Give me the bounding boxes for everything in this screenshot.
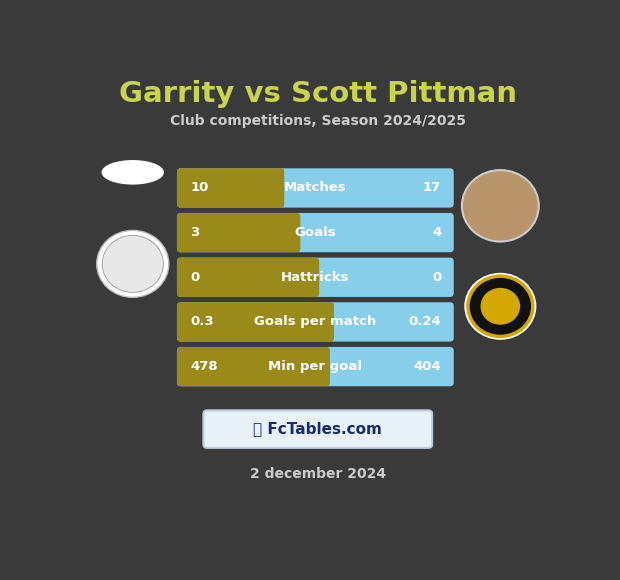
Text: Min per goal: Min per goal xyxy=(268,360,362,373)
FancyBboxPatch shape xyxy=(177,258,319,297)
FancyBboxPatch shape xyxy=(203,411,432,448)
Circle shape xyxy=(468,276,533,336)
Text: 4: 4 xyxy=(432,226,441,239)
Text: 478: 478 xyxy=(190,360,218,373)
FancyBboxPatch shape xyxy=(177,302,334,342)
Text: Goals per match: Goals per match xyxy=(254,316,376,328)
FancyBboxPatch shape xyxy=(177,258,454,297)
Text: 0.3: 0.3 xyxy=(190,316,214,328)
FancyBboxPatch shape xyxy=(177,168,454,208)
Ellipse shape xyxy=(102,160,164,184)
Text: 10: 10 xyxy=(190,182,209,194)
Text: 404: 404 xyxy=(414,360,441,373)
FancyBboxPatch shape xyxy=(177,347,330,386)
FancyBboxPatch shape xyxy=(177,302,454,342)
Text: 2 december 2024: 2 december 2024 xyxy=(250,467,386,481)
Text: Goals: Goals xyxy=(294,226,336,239)
FancyBboxPatch shape xyxy=(177,213,300,252)
Circle shape xyxy=(462,170,539,241)
Text: 3: 3 xyxy=(190,226,200,239)
Circle shape xyxy=(480,288,520,325)
FancyBboxPatch shape xyxy=(177,168,284,208)
FancyBboxPatch shape xyxy=(177,347,454,386)
Text: 17: 17 xyxy=(423,182,441,194)
Text: Matches: Matches xyxy=(284,182,347,194)
Text: Hattricks: Hattricks xyxy=(281,271,350,284)
Text: 0.24: 0.24 xyxy=(409,316,441,328)
Circle shape xyxy=(102,235,164,292)
Circle shape xyxy=(97,230,169,298)
FancyBboxPatch shape xyxy=(177,213,454,252)
Text: ⬛ FcTables.com: ⬛ FcTables.com xyxy=(254,420,382,436)
Circle shape xyxy=(464,273,536,340)
Text: Club competitions, Season 2024/2025: Club competitions, Season 2024/2025 xyxy=(170,114,466,128)
Text: Garrity vs Scott Pittman: Garrity vs Scott Pittman xyxy=(119,80,516,108)
Text: 0: 0 xyxy=(190,271,200,284)
Text: 0: 0 xyxy=(432,271,441,284)
